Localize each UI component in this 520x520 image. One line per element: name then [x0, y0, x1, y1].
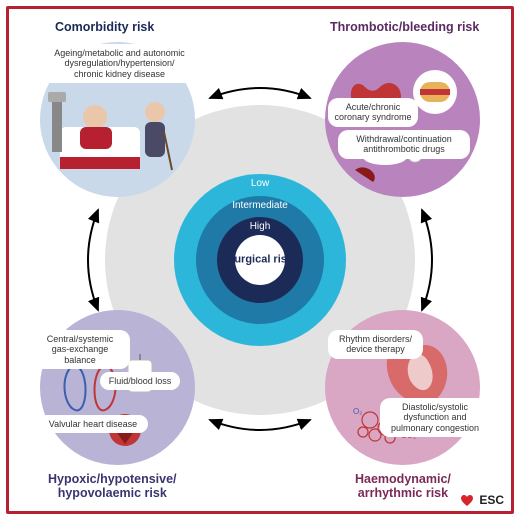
ring-label-low: Low — [251, 178, 269, 189]
chip-thrombotic-0: Acute/chronic coronary syndrome — [328, 98, 418, 127]
chip-thrombotic-1: Withdrawal/continuation antithrombotic d… — [338, 130, 470, 159]
title-hypoxic: Hypoxic/hypotensive/ hypovolaemic risk — [48, 472, 177, 501]
chip-hypoxic-0: Central/systemic gas-exchange balance — [30, 330, 130, 369]
heart-icon — [459, 492, 475, 508]
chip-haemodynamic-0: Rhythm disorders/ device therapy — [328, 330, 423, 359]
arrow-bottom — [200, 408, 320, 448]
chip-hypoxic-2: Valvular heart disease — [38, 415, 148, 433]
arrow-left — [70, 200, 110, 320]
title-comorbidity: Comorbidity risk — [55, 20, 154, 34]
ring-label-high: High — [250, 221, 271, 232]
ring-label-core: Surgical risk — [227, 254, 293, 267]
svg-text:O₂: O₂ — [353, 407, 362, 416]
title-haemodynamic: Haemodynamic/ arrhythmic risk — [355, 472, 451, 501]
esc-text: ESC — [479, 493, 504, 507]
chip-comorbidity-0: Ageing/metabolic and autonomic dysregula… — [42, 44, 197, 83]
ring-label-intermediate: Intermediate — [232, 200, 288, 211]
chip-hypoxic-1: Fluid/blood loss — [100, 372, 180, 390]
esc-logo: ESC — [459, 492, 504, 508]
arrow-right — [410, 200, 450, 320]
arrow-top — [200, 70, 320, 110]
chip-haemodynamic-1: Diastolic/systolic dysfunction and pulmo… — [380, 398, 490, 437]
title-thrombotic: Thrombotic/bleeding risk — [330, 20, 479, 34]
